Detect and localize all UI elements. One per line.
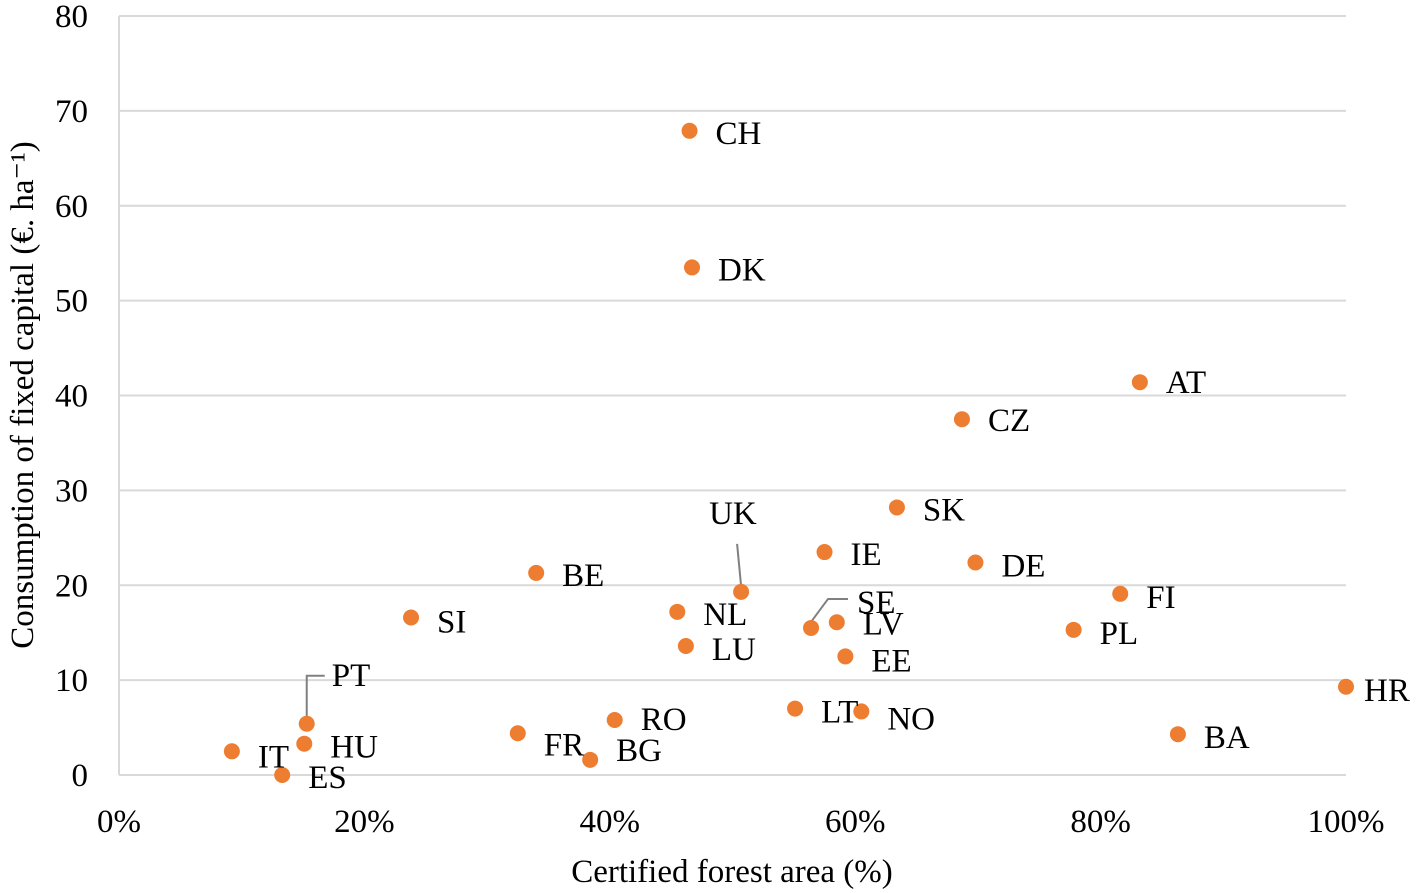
data-label-cz: CZ [988, 403, 1030, 439]
x-axis-title: Certified forest area (%) [571, 854, 893, 890]
y-tick-label: 30 [55, 473, 88, 509]
data-point-si [403, 609, 420, 626]
data-label-lu: LU [712, 632, 756, 668]
y-tick-label: 80 [55, 0, 88, 35]
data-label-hu: HU [330, 730, 378, 766]
gridlines [119, 15, 1346, 682]
data-label-dk: DK [718, 252, 766, 288]
data-label-it: IT [258, 739, 289, 775]
y-tick-labels: 0 10 20 30 40 50 60 70 80 [55, 0, 88, 794]
x-tick-label: 0% [97, 804, 141, 840]
data-label-ro: RO [641, 702, 687, 738]
data-label-si: SI [437, 605, 466, 641]
x-tick-label: 60% [825, 804, 886, 840]
data-point-se [803, 619, 820, 636]
data-point-cz [953, 411, 970, 428]
data-point-uk [733, 583, 750, 600]
data-label-lv: LV [863, 606, 904, 642]
data-label-es: ES [308, 760, 347, 796]
data-label-bg: BG [616, 733, 662, 769]
data-label-se: SE [857, 585, 896, 621]
data-label-nl: NL [703, 597, 747, 633]
data-point-be [528, 564, 545, 581]
data-point-it [223, 743, 240, 760]
data-point-fr [509, 725, 526, 742]
data-point-bg [582, 751, 599, 768]
data-point-at [1131, 374, 1148, 391]
x-tick-label: 40% [580, 804, 641, 840]
data-label-no: NO [887, 701, 935, 737]
axes [118, 16, 1346, 776]
data-point-dk [684, 259, 701, 276]
x-tick-label: 80% [1070, 804, 1131, 840]
y-tick-label: 20 [55, 568, 88, 604]
data-label-pt: PT [332, 658, 371, 694]
x-tick-label: 20% [334, 804, 395, 840]
data-label-be: BE [562, 558, 604, 594]
data-point-hu [296, 735, 313, 752]
data-label-fr: FR [544, 727, 584, 763]
data-points [223, 122, 1354, 783]
y-tick-label: 50 [55, 284, 88, 320]
y-tick-label: 10 [55, 663, 88, 699]
data-point-fi [1112, 585, 1129, 602]
x-tick-label: 100% [1308, 804, 1385, 840]
data-label-fi: FI [1146, 580, 1175, 616]
data-point-no [853, 703, 870, 720]
y-tick-label: 60 [55, 189, 88, 225]
data-point-ba [1169, 726, 1186, 743]
data-label-uk: UK [709, 496, 757, 532]
data-point-lt [787, 700, 804, 717]
y-tick-label: 70 [55, 94, 88, 130]
data-label-sk: SK [923, 492, 965, 528]
data-point-hr [1338, 678, 1354, 695]
data-point-de [967, 554, 984, 571]
leader-line-se [810, 597, 849, 623]
data-label-ie: IE [851, 537, 882, 573]
data-label-hr: HR [1364, 673, 1410, 709]
data-point-nl [669, 603, 686, 620]
data-label-de: DE [1001, 548, 1045, 584]
leader-line-uk [736, 543, 743, 586]
y-axis-title: Consumption of fixed capital (€. ha⁻¹) [5, 141, 41, 649]
data-label-lt: LT [821, 695, 858, 731]
data-point-pt [298, 715, 315, 732]
leader-line-pt [305, 674, 325, 718]
data-point-ch [681, 122, 698, 139]
data-label-ee: EE [871, 643, 911, 679]
data-point-lu [677, 637, 694, 654]
data-point-ie [816, 544, 833, 561]
data-point-lv [828, 614, 845, 631]
data-label-at: AT [1166, 365, 1206, 401]
data-label-ba: BA [1204, 720, 1250, 756]
data-point-es [274, 767, 291, 783]
data-point-pl [1065, 621, 1082, 638]
leader-lines [305, 543, 849, 718]
y-tick-label: 40 [55, 379, 88, 415]
data-label-ch: CH [716, 116, 762, 152]
x-tick-labels: 0% 20% 40% 60% 80% 100% [97, 804, 1385, 840]
data-label-pl: PL [1100, 616, 1139, 652]
data-point-ee [837, 648, 854, 665]
data-point-sk [888, 499, 905, 516]
y-tick-label: 0 [72, 758, 89, 794]
data-point-ro [606, 711, 623, 728]
